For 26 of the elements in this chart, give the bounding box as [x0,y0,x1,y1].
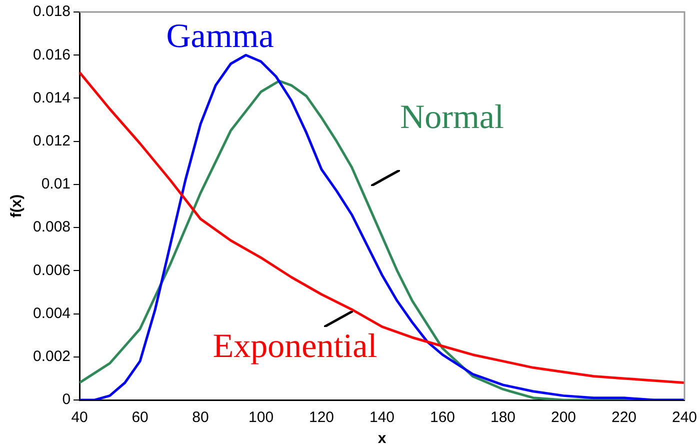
y-tick-label: 0.018 [32,3,71,20]
y-tick-label: 0.014 [32,89,71,106]
y-tick-label: 0.016 [32,46,71,64]
x-tick-label: 220 [611,409,637,426]
x-tick-label: 100 [248,409,274,426]
x-tick-label: 200 [550,409,576,426]
y-tick-label: 0 [62,391,71,408]
y-tick-label: 0.012 [32,132,71,150]
y-axis-title: f(x) [8,194,26,218]
x-tick-label: 160 [430,409,456,426]
x-tick-label: 40 [71,409,88,426]
x-axis-title: x [378,430,387,448]
x-tick-label: 180 [490,409,516,426]
x-tick-label: 240 [672,409,697,426]
x-tick-label: 120 [309,409,334,426]
series-label: Normal [400,98,504,136]
y-tick-label: 0.002 [32,348,71,366]
series-label: Exponential [212,328,378,365]
y-tick-label: 0.01 [41,176,71,193]
y-tick-label: 0.006 [32,262,71,279]
series-label: Gamma [166,18,274,55]
x-tick-label: 140 [369,409,395,426]
x-tick-label: 60 [132,409,148,426]
x-tick-label: 80 [192,409,209,426]
y-tick-label: 0.008 [32,218,71,236]
y-tick-label: 0.004 [32,304,71,322]
